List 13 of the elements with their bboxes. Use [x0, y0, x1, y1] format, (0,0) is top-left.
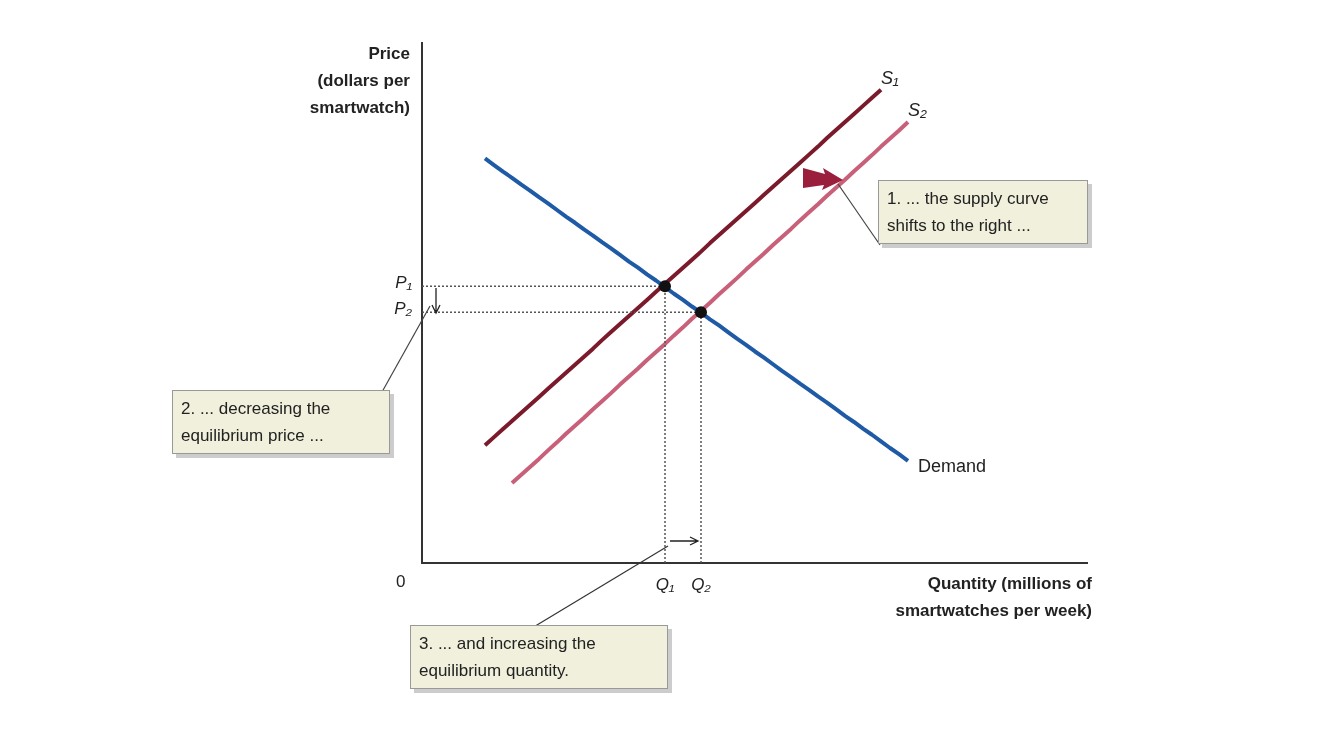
annotation: 3. ... and increasing the equilibrium quantity.: [410, 625, 668, 689]
text: 2. ... decreasing the equilibrium price ...: [172, 390, 390, 454]
x-tick-label: Q₂: [691, 575, 712, 595]
annotation: 1. ... the supply curve shifts to the right ...: [878, 180, 1088, 244]
x-tick-label: Q₁: [655, 575, 675, 595]
series-label: S₁: [881, 67, 900, 88]
y-axis-title: Price (dollars per smartwatch): [309, 43, 410, 119]
series-label: S₂: [908, 99, 928, 120]
series-label: Demand: [918, 455, 987, 476]
text: 0: [396, 572, 406, 592]
ref-line-label: P₂: [394, 298, 413, 318]
x-axis-title: Quantity (millions of smartwatches per week): [895, 573, 1092, 622]
ref-line-label: P₁: [395, 272, 412, 292]
